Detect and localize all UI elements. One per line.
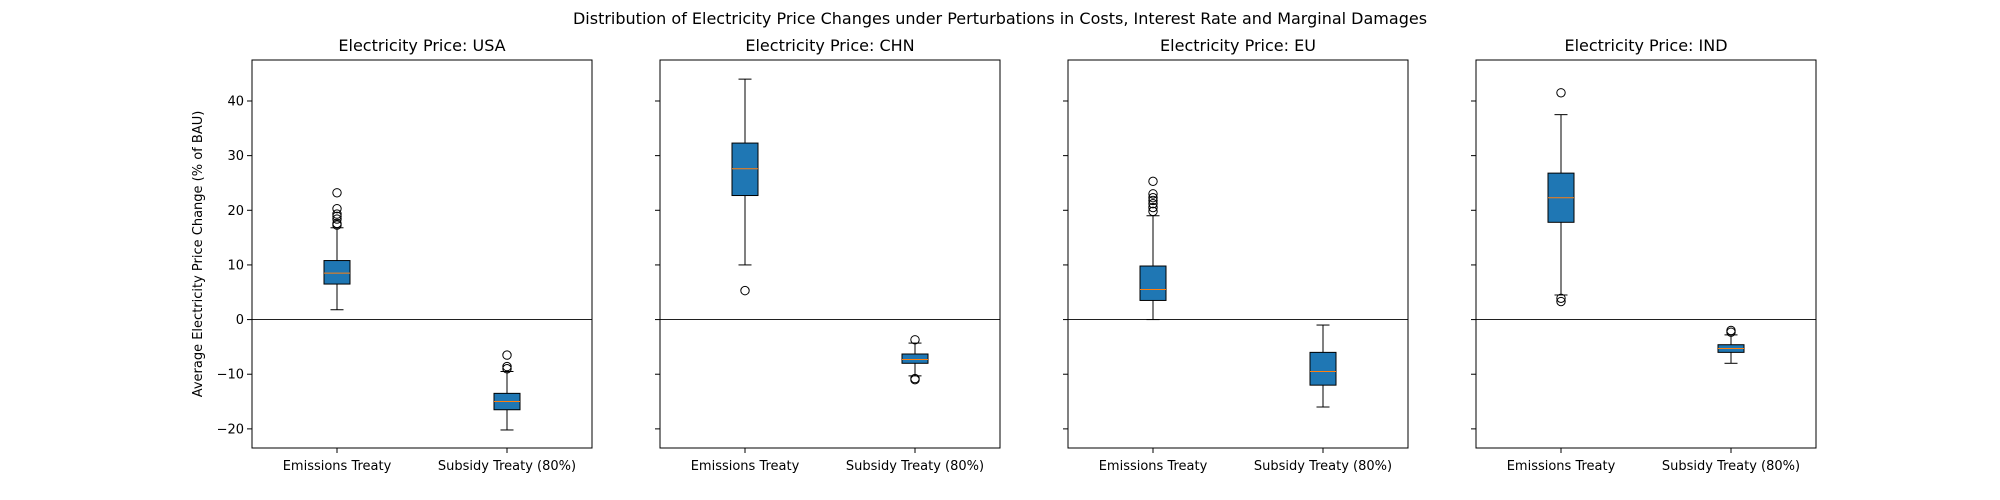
panel-4: Emissions Treaty Subsidy Treaty (80%) Elec… bbox=[1471, 36, 1817, 474]
outlier-point bbox=[332, 214, 342, 224]
outlier-point bbox=[1148, 202, 1158, 213]
panel-title: Electricity Price: IND bbox=[1564, 36, 1727, 55]
x-tick-label: Subsidy Treaty (80%) bbox=[846, 459, 984, 474]
box-1 bbox=[323, 188, 351, 311]
outlier-point bbox=[1148, 193, 1158, 203]
plot-frame bbox=[1067, 59, 1409, 449]
y-tick-label: −20 bbox=[217, 422, 244, 437]
panel-2: Emissions Treaty Subsidy Treaty (80%) Elec… bbox=[655, 36, 1001, 474]
outlier-point bbox=[332, 211, 342, 221]
x-tick-label: Emissions Treaty bbox=[1099, 459, 1208, 474]
iqr-box bbox=[1309, 351, 1337, 386]
box-2 bbox=[1717, 325, 1745, 364]
panel-1: −20 −10 0 10 20 30 40 Emissions Treaty Subsidy T… bbox=[217, 36, 593, 474]
plot-frame bbox=[251, 59, 593, 449]
outlier-point bbox=[1148, 199, 1158, 209]
box-1 bbox=[1139, 176, 1167, 321]
outlier-point bbox=[502, 350, 512, 360]
outlier-point bbox=[332, 218, 342, 229]
y-tick-label: 40 bbox=[227, 94, 244, 109]
outlier-point bbox=[1148, 176, 1158, 187]
outlier-point bbox=[1726, 327, 1736, 337]
y-tick-label: 10 bbox=[227, 258, 244, 273]
outlier-point bbox=[332, 203, 342, 214]
iqr-box bbox=[323, 260, 351, 285]
outlier-point bbox=[1556, 296, 1566, 307]
outlier-point bbox=[1148, 189, 1158, 199]
outlier-point bbox=[1556, 293, 1566, 303]
panel-title: Electricity Price: CHN bbox=[745, 36, 914, 55]
outlier-point bbox=[910, 335, 920, 345]
figure-suptitle: Distribution of Electricity Price Change… bbox=[573, 9, 1427, 28]
outlier-point bbox=[740, 285, 750, 296]
outlier-point bbox=[332, 209, 342, 219]
y-tick-label: −10 bbox=[217, 368, 244, 383]
outlier-point bbox=[332, 188, 342, 198]
x-tick-label: Emissions Treaty bbox=[1507, 459, 1616, 474]
panels-container: −20 −10 0 10 20 30 40 Emissions Treaty Subsidy T… bbox=[217, 36, 1817, 474]
box-2 bbox=[493, 350, 521, 431]
plot-frame bbox=[1475, 59, 1817, 449]
box-1 bbox=[1547, 88, 1575, 307]
x-tick-label: Subsidy Treaty (80%) bbox=[1254, 459, 1392, 474]
y-tick-label: 30 bbox=[227, 149, 244, 164]
plot-frame bbox=[659, 59, 1001, 449]
outlier-point bbox=[1148, 206, 1158, 217]
y-tick-label: 0 bbox=[236, 313, 244, 328]
outlier-point bbox=[502, 364, 512, 374]
outlier-point bbox=[1148, 195, 1158, 206]
x-tick-label: Subsidy Treaty (80%) bbox=[1662, 459, 1800, 474]
panel-title: Electricity Price: EU bbox=[1160, 36, 1316, 55]
x-tick-label: Emissions Treaty bbox=[691, 459, 800, 474]
iqr-box bbox=[731, 142, 759, 197]
box-2 bbox=[1309, 324, 1337, 408]
box-1 bbox=[731, 78, 759, 296]
panel-3: Emissions Treaty Subsidy Treaty (80%) Elec… bbox=[1063, 36, 1409, 474]
iqr-box bbox=[1139, 265, 1167, 301]
y-tick-label: 20 bbox=[227, 204, 244, 219]
x-tick-label: Subsidy Treaty (80%) bbox=[438, 459, 576, 474]
outlier-point bbox=[910, 374, 920, 385]
y-axis-label: Average Electricity Price Change (% of B… bbox=[191, 111, 206, 398]
panel-title: Electricity Price: USA bbox=[338, 36, 505, 55]
outlier-point bbox=[502, 361, 512, 372]
outlier-point bbox=[1556, 88, 1566, 98]
x-tick-label: Emissions Treaty bbox=[283, 459, 392, 474]
box-2 bbox=[901, 335, 929, 385]
iqr-box bbox=[901, 353, 929, 364]
